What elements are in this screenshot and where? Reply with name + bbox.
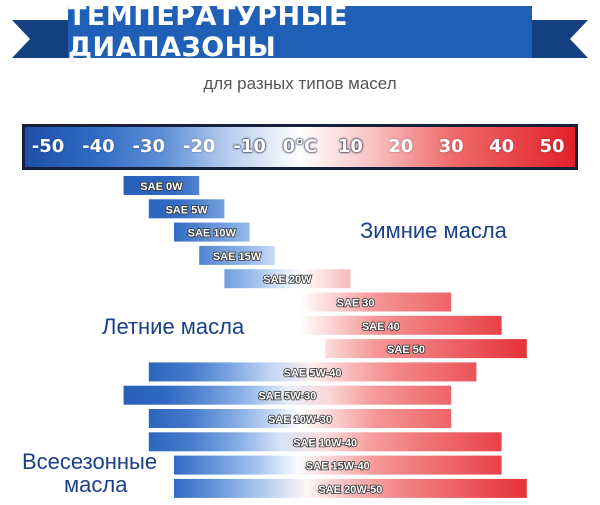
banner-right-tail bbox=[532, 20, 588, 58]
range-bar bbox=[123, 176, 200, 195]
range-bar bbox=[224, 269, 351, 289]
scale-tick: 50 bbox=[539, 136, 565, 157]
scale-tick: -20 bbox=[182, 136, 216, 157]
range-bar-label: SAE 10W-30 bbox=[268, 414, 332, 426]
scale-tick: -50 bbox=[31, 136, 65, 157]
range-bar bbox=[174, 455, 502, 475]
range-bar-label: SAE 15W bbox=[213, 251, 262, 263]
range-bar-label: SAE 0W bbox=[140, 181, 183, 193]
scale-tick: -10 bbox=[233, 136, 266, 157]
range-bar bbox=[199, 245, 275, 265]
scale-tick: 10 bbox=[337, 136, 363, 157]
group-label-winter: Зимние масла bbox=[360, 218, 507, 243]
range-bar bbox=[174, 222, 250, 242]
group-label-summer: Летние масла bbox=[102, 314, 245, 339]
temperature-scale: -50 -40 -30 -20 -10 0°C 10 20 30 40 50 bbox=[22, 124, 578, 170]
range-bar-label: SAE 40 bbox=[362, 321, 400, 333]
scale-tick: 40 bbox=[489, 136, 515, 157]
range-bar bbox=[300, 315, 502, 335]
range-bar-label: SAE 20W-50 bbox=[318, 484, 382, 496]
page-subtitle: для разных типов масел bbox=[203, 74, 397, 93]
range-bar-label: SAE 50 bbox=[387, 344, 425, 356]
range-bar bbox=[123, 385, 452, 405]
group-label-allseason-line2: масла bbox=[64, 472, 128, 497]
range-bar bbox=[148, 409, 452, 428]
range-bar bbox=[148, 432, 502, 452]
range-bar-label: SAE 10W bbox=[188, 228, 237, 240]
range-bar-label: SAE 10W-40 bbox=[293, 437, 357, 449]
temperature-gradient bbox=[25, 127, 575, 167]
banner-ribbon bbox=[12, 6, 588, 58]
range-bar bbox=[148, 199, 225, 219]
range-bar bbox=[300, 292, 452, 312]
range-bar-label: SAE 15W-40 bbox=[306, 461, 370, 473]
banner-left-tail bbox=[12, 20, 68, 58]
range-bar-label: SAE 5W bbox=[166, 204, 209, 216]
range-bar-label: SAE 5W-40 bbox=[284, 367, 342, 379]
range-bar-label: SAE 20W bbox=[263, 274, 312, 286]
range-bar bbox=[174, 478, 527, 498]
title-banner: ТЕМПЕРАТУРНЫЕ ДИАПАЗОНЫ bbox=[0, 0, 600, 70]
range-bar-label: SAE 5W-30 bbox=[258, 391, 316, 403]
range-bar-label: SAE 30 bbox=[337, 298, 375, 310]
banner-main bbox=[68, 6, 532, 58]
scale-tick: -40 bbox=[82, 136, 115, 157]
page-title: ТЕМПЕРАТУРНЫЕ ДИАПАЗОНЫ bbox=[68, 1, 348, 63]
scale-tick: -30 bbox=[132, 136, 166, 157]
range-bar bbox=[325, 339, 527, 359]
scale-tick: 20 bbox=[388, 136, 414, 157]
range-bar bbox=[148, 362, 477, 382]
scale-tick: 30 bbox=[438, 136, 464, 157]
scale-tick: 0°C bbox=[282, 136, 318, 157]
group-label-allseason-line1: Всесезонные bbox=[22, 449, 158, 474]
